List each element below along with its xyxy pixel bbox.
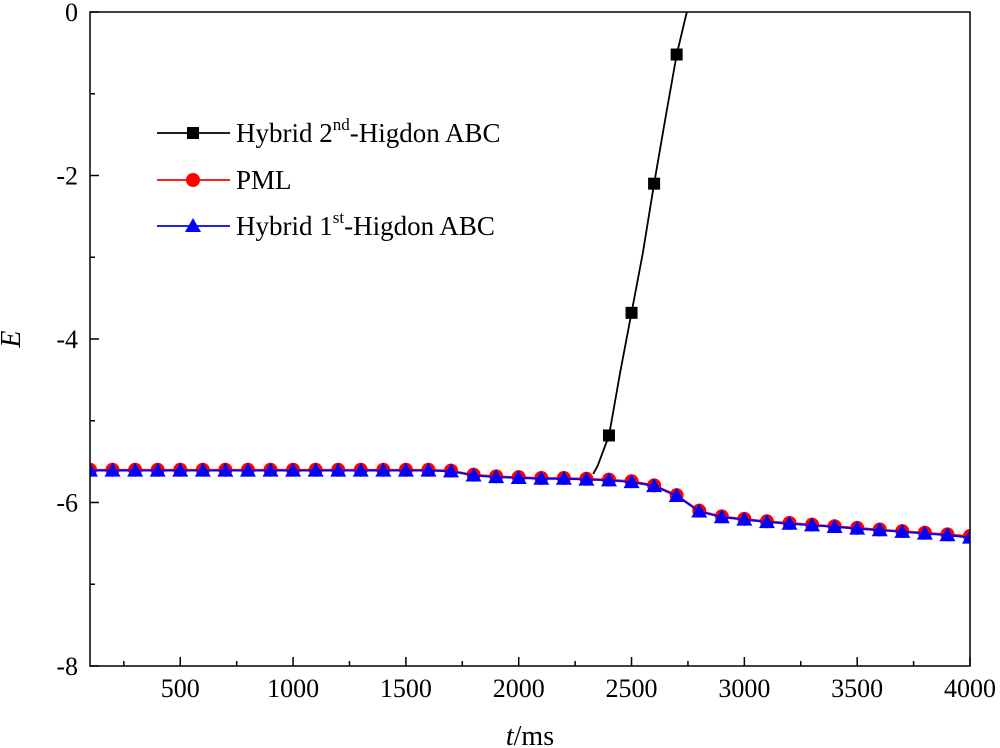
y-tick-label: 0: [65, 0, 78, 27]
data-point: [194, 462, 211, 477]
legend-marker: [186, 173, 200, 187]
data-point: [149, 462, 166, 477]
legend-item: Hybrid 1st-Higdon ABC: [157, 208, 495, 241]
data-point: [578, 471, 595, 486]
data-point: [691, 503, 708, 518]
data-point: [488, 469, 505, 484]
data-point: [939, 527, 956, 542]
legend-label-suffix: -Higdon ABC: [350, 118, 501, 148]
data-point: [758, 514, 775, 529]
series-line: [592, 12, 688, 475]
data-point: [623, 474, 640, 489]
legend-label-superscript: st: [333, 208, 345, 227]
data-point: [648, 177, 661, 190]
data-point: [871, 522, 888, 537]
data-point: [916, 525, 933, 540]
legend-label-superscript: nd: [333, 115, 351, 134]
y-axis: -8 -6 -4 -2 0: [56, 0, 99, 681]
data-point: [375, 462, 392, 477]
data-point: [849, 520, 866, 535]
data-point: [307, 462, 324, 477]
data-point: [104, 462, 121, 477]
data-point: [510, 469, 527, 484]
data-point: [239, 462, 256, 477]
legend-marker: [187, 127, 199, 139]
x-axis-title-unit: /ms: [514, 721, 554, 748]
data-point: [804, 517, 821, 532]
data-point: [670, 48, 683, 61]
legend-item: PML: [157, 165, 292, 195]
y-tick-label: -8: [56, 652, 78, 681]
x-tick-label: 2500: [606, 674, 658, 703]
data-point: [172, 462, 189, 477]
data-point: [625, 306, 638, 319]
data-point: [420, 462, 437, 477]
plot-area: [90, 12, 970, 544]
legend-label-main: Hybrid 1: [236, 211, 333, 241]
legend-label-main: Hybrid 2: [236, 118, 333, 148]
series-circle: [90, 462, 970, 544]
data-point: [713, 509, 730, 524]
y-tick-label: -6: [56, 489, 78, 518]
data-point: [443, 463, 460, 478]
plot-frame: [89, 11, 971, 667]
y-axis-title: E: [0, 330, 27, 348]
series-square: [592, 12, 688, 475]
data-point: [555, 470, 572, 485]
legend-label: Hybrid 1st-Higdon ABC: [236, 208, 495, 241]
x-axis: 500 1000 1500 2000 2500 3000 3500 4000: [123, 657, 996, 703]
x-tick-label: 3000: [718, 674, 770, 703]
x-axis-title: t/ms: [506, 721, 554, 748]
x-tick-label: 500: [161, 674, 200, 703]
legend-label-main: PML: [236, 165, 292, 195]
data-point: [646, 478, 663, 493]
x-axis-title-var: t: [506, 721, 515, 748]
data-point: [262, 462, 279, 477]
legend-label: Hybrid 2nd-Higdon ABC: [236, 115, 501, 148]
data-point: [826, 519, 843, 534]
data-point: [285, 462, 302, 477]
data-point: [602, 429, 615, 442]
data-point: [127, 462, 144, 477]
data-point: [217, 462, 234, 477]
x-tick-label: 1500: [380, 674, 432, 703]
data-point: [352, 462, 369, 477]
series-triangle: [90, 462, 970, 544]
x-tick-label: 3500: [831, 674, 883, 703]
data-point: [668, 487, 685, 502]
y-tick-label: -4: [56, 325, 78, 354]
data-point: [736, 511, 753, 526]
data-point: [781, 515, 798, 530]
legend-label-suffix: -Higdon ABC: [344, 211, 495, 241]
legend-label: PML: [236, 165, 292, 195]
data-point: [962, 529, 970, 544]
data-point: [533, 470, 550, 485]
data-point: [90, 462, 98, 477]
data-point: [465, 467, 482, 482]
x-tick-label: 4000: [944, 674, 996, 703]
legend-item: Hybrid 2nd-Higdon ABC: [157, 115, 501, 148]
data-point: [397, 462, 414, 477]
legend-marker: [185, 218, 201, 232]
x-tick-label: 2000: [493, 674, 545, 703]
series-line: [90, 469, 970, 539]
data-point: [600, 472, 617, 487]
x-tick-label: 1000: [267, 674, 319, 703]
y-tick-label: -2: [56, 162, 78, 191]
data-point: [894, 523, 911, 538]
data-point: [330, 462, 347, 477]
